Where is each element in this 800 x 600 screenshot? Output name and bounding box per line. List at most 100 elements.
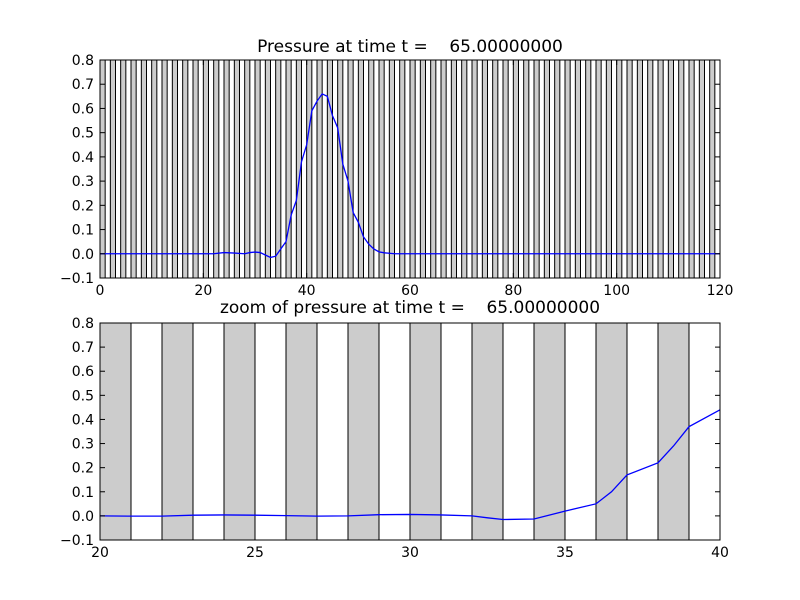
top-shaded-band-42 (533, 59, 540, 279)
top-shaded-band-4 (140, 59, 147, 279)
top-shaded-band-23 (337, 59, 344, 279)
top-shaded-band-29 (399, 59, 406, 279)
top-shaded-band-16 (264, 59, 272, 279)
zoom-shaded-band-4 (347, 322, 380, 541)
top-shaded-band-14 (244, 59, 251, 279)
top-shaded-band-35 (461, 59, 468, 279)
zoom-shaded-band-0 (99, 322, 132, 541)
top-ytick-label-2: 0.1 (72, 223, 94, 239)
top-shaded-band-40 (512, 59, 519, 279)
top-shaded-band-18 (285, 59, 292, 279)
top-shaded-band-6 (161, 59, 168, 279)
top-shaded-band-1 (109, 59, 117, 279)
zoom-shaded-band-8 (595, 322, 628, 541)
zoom-chart-title: zoom of pressure at time t = 65.00000000 (220, 298, 600, 318)
top-xtick-label-2: 40 (298, 283, 316, 299)
top-shaded-band-56 (678, 59, 685, 279)
top-shaded-band-31 (419, 59, 427, 279)
zoom-shaded-bands (99, 322, 690, 541)
top-shaded-band-21 (316, 59, 323, 279)
top-xtick-label-0: 0 (96, 283, 105, 299)
top-ytick-label-9: 0.8 (72, 53, 94, 69)
top-chart-title: Pressure at time t = 65.00000000 (257, 37, 563, 57)
top-ytick-label-5: 0.4 (72, 150, 94, 166)
top-shaded-band-5 (151, 59, 158, 279)
top-shaded-band-8 (182, 59, 189, 279)
top-shaded-band-58 (698, 59, 705, 279)
zoom-ytick-label-9: 0.8 (72, 316, 94, 332)
top-shaded-band-0 (99, 59, 106, 279)
top-shaded-band-59 (709, 59, 716, 279)
zoom-shaded-band-7 (533, 322, 566, 541)
top-shaded-band-44 (554, 59, 561, 279)
zoom-xtick-label-1: 25 (246, 545, 264, 561)
top-shaded-band-53 (647, 59, 654, 279)
top-shaded-band-3 (130, 59, 137, 279)
top-shaded-band-25 (357, 59, 365, 279)
top-xtick-label-3: 60 (401, 283, 419, 299)
top-shaded-band-28 (388, 59, 396, 279)
top-shaded-band-39 (502, 59, 509, 279)
zoom-ytick-label-4: 0.3 (72, 437, 94, 453)
top-shaded-band-30 (409, 59, 416, 279)
zoom-pressure-panel: −0.1 0.0 0.1 0.2 0.3 0.4 0.5 0.6 0.7 0.8 20 25 30 35 4… (60, 298, 729, 561)
zoom-ytick-label-8: 0.7 (72, 340, 94, 356)
zoom-shaded-band-3 (285, 322, 318, 541)
zoom-xtick-label-0: 20 (91, 545, 109, 561)
zoom-ytick-label-3: 0.2 (72, 461, 94, 477)
zoom-shaded-band-1 (161, 322, 194, 541)
zoom-shaded-band-2 (223, 322, 256, 541)
zoom-ytick-label-6: 0.5 (72, 388, 94, 404)
top-pressure-panel: −0.1 0.0 0.1 0.2 0.3 0.4 0.5 0.6 0.7 0.8 0 20 40 60 80… (60, 37, 733, 299)
top-shaded-band-57 (688, 59, 695, 279)
top-shaded-band-52 (636, 59, 643, 279)
top-ytick-label-4: 0.3 (72, 174, 94, 190)
top-shaded-band-10 (202, 59, 209, 279)
top-shaded-band-11 (213, 59, 220, 279)
zoom-ytick-label-5: 0.4 (72, 412, 94, 428)
top-shaded-band-22 (326, 59, 334, 279)
top-shaded-band-55 (667, 59, 674, 279)
zoom-ytick-label-2: 0.1 (72, 485, 94, 501)
top-shaded-band-12 (223, 59, 230, 279)
top-shaded-band-20 (306, 59, 313, 279)
top-ytick-label-3: 0.2 (72, 198, 94, 214)
top-shaded-band-51 (626, 59, 633, 279)
top-shaded-band-7 (171, 59, 178, 279)
top-shaded-band-41 (523, 59, 530, 279)
zoom-xtick-label-3: 35 (556, 545, 574, 561)
zoom-shaded-band-5 (409, 322, 442, 541)
top-ytick-label-6: 0.5 (72, 126, 94, 142)
zoom-ytick-label-0: −0.1 (60, 533, 94, 549)
top-shaded-band-13 (233, 59, 240, 279)
top-shaded-band-15 (254, 59, 261, 279)
zoom-xtick-label-4: 40 (711, 545, 729, 561)
top-shaded-band-48 (595, 59, 602, 279)
top-ytick-label-0: −0.1 (60, 271, 94, 287)
top-axis-ticks: −0.1 0.0 0.1 0.2 0.3 0.4 0.5 0.6 0.7 0.8 0 20 40 60 80… (60, 53, 733, 299)
zoom-ytick-label-1: 0.0 (72, 509, 94, 525)
top-shaded-band-24 (347, 59, 354, 279)
top-shaded-band-27 (378, 59, 385, 279)
zoom-axis-ticks: −0.1 0.0 0.1 0.2 0.3 0.4 0.5 0.6 0.7 0.8 20 25 30 35 4… (60, 316, 729, 561)
top-ytick-label-8: 0.7 (72, 77, 94, 93)
top-pressure-line-layer (100, 93, 720, 259)
top-shaded-band-37 (481, 59, 489, 279)
zoom-shaded-band-9 (657, 322, 690, 541)
top-shaded-band-9 (192, 59, 199, 279)
top-ytick-label-1: 0.0 (72, 247, 94, 263)
top-shaded-band-45 (564, 59, 571, 279)
top-shaded-band-17 (275, 59, 282, 279)
top-shaded-band-49 (605, 59, 612, 279)
top-xtick-label-4: 80 (504, 283, 522, 299)
top-xtick-label-5: 100 (603, 283, 630, 299)
top-shaded-band-32 (430, 59, 437, 279)
top-shaded-band-36 (471, 59, 478, 279)
top-shaded-band-43 (543, 59, 550, 279)
top-shaded-band-2 (120, 59, 127, 279)
top-shaded-band-54 (657, 59, 664, 279)
top-xtick-label-1: 20 (194, 283, 212, 299)
top-shaded-band-50 (616, 59, 623, 279)
top-shaded-band-38 (492, 59, 499, 279)
